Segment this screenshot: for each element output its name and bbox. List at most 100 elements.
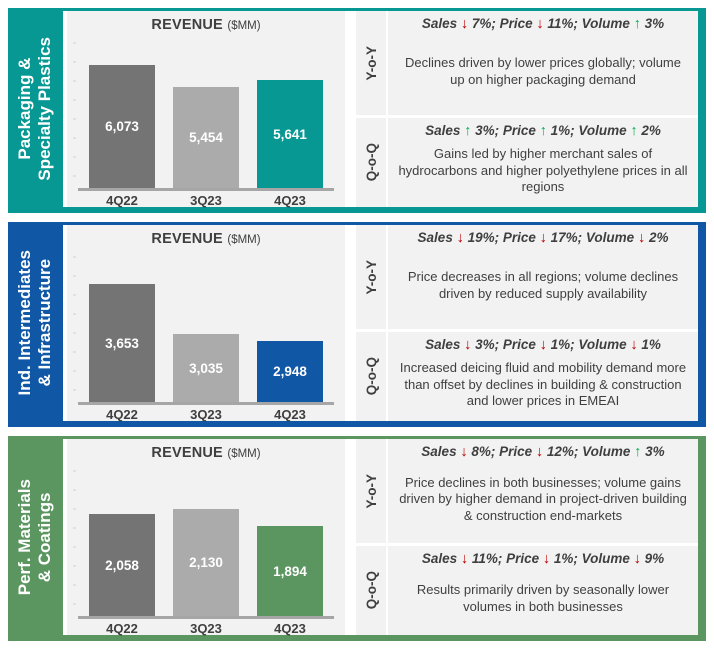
- commentary-cell: Sales ↓ 11%; Price ↓ 1%; Volume ↓ 9% Res…: [388, 546, 698, 635]
- segment-sidebar: Ind. Intermediates & Infrastructure: [8, 225, 63, 421]
- yoy-headline: Sales ↓ 7%; Price ↓ 11%; Volume ↑ 3%: [393, 16, 693, 32]
- commentary-cell: Sales ↓ 7%; Price ↓ 11%; Volume ↑ 3% Dec…: [388, 11, 698, 116]
- metric-value: 3%: [640, 16, 665, 31]
- chart-title: REVENUE ($MM): [67, 16, 345, 38]
- chart-title-text: REVENUE: [151, 231, 223, 247]
- commentary-text: Declines driven by lower prices globally…: [404, 54, 681, 87]
- yoy-row: Y-o-Y Sales ↓ 19%; Price ↓ 17%; Volume ↓…: [356, 225, 698, 330]
- panel-performance-materials-coatings: Perf. Materials & Coatings REVENUE ($MM)…: [8, 436, 706, 641]
- metric-name: Volume: [578, 337, 631, 353]
- arrow-down-icon: ↓: [630, 337, 638, 354]
- chart-title-unit: ($MM): [227, 234, 261, 246]
- x-tick-label: 4Q23: [274, 193, 306, 208]
- arrow-up-icon: ↑: [464, 123, 472, 140]
- metric-name: Volume: [581, 551, 634, 567]
- arrow-up-icon: ↑: [539, 123, 547, 140]
- commentary-text: Increased deicing fluid and mobility dem…: [399, 360, 687, 409]
- arrow-down-icon: ↓: [637, 230, 646, 246]
- bar-4Q22: 3,653: [89, 284, 155, 402]
- period-label: Y-o-Y: [363, 45, 379, 81]
- qoq-headline: Sales ↓ 3%; Price ↓ 1%; Volume ↓ 1%: [393, 337, 693, 353]
- metric-name: Sales: [417, 230, 457, 245]
- metric-name: Sales: [421, 551, 461, 567]
- bar-4Q23: 1,894: [257, 526, 323, 616]
- metric-value: 1%;: [546, 337, 579, 353]
- metric-value: 8%;: [467, 444, 500, 459]
- segment-title-line1: Packaging &: [15, 57, 35, 161]
- bar-value-label: 5,641: [273, 126, 307, 142]
- arrow-down-icon: ↓: [542, 551, 551, 568]
- arrow-down-icon: ↓: [535, 444, 544, 460]
- bar-3Q23: 2,130: [173, 509, 239, 616]
- x-tick-label: 4Q22: [106, 407, 138, 422]
- panel-packaging-specialty-plastics: Packaging & Specialty Plastics REVENUE (…: [8, 8, 706, 213]
- qoq-headline: Sales ↑ 3%; Price ↑ 1%; Volume ↑ 2%: [393, 123, 693, 139]
- metric-value: 7%;: [468, 16, 500, 31]
- arrow-up-icon: ↑: [633, 16, 641, 32]
- x-tick-label: 3Q23: [190, 407, 222, 422]
- bar-4Q22: 2,058: [89, 514, 155, 616]
- commentary-block: Y-o-Y Sales ↓ 8%; Price ↓ 12%; Volume ↑ …: [356, 439, 698, 635]
- axis-ticks: [73, 470, 76, 616]
- metric-value: 1%;: [550, 551, 582, 567]
- metric-name: Volume: [582, 444, 635, 459]
- arrow-down-icon: ↓: [539, 230, 547, 246]
- metric-name: Sales: [421, 444, 461, 459]
- period-label: Q-o-Q: [363, 143, 379, 182]
- arrow-down-icon: ↓: [633, 551, 641, 568]
- yoy-row: Y-o-Y Sales ↓ 7%; Price ↓ 11%; Volume ↑ …: [356, 11, 698, 116]
- commentary-block: Y-o-Y Sales ↓ 19%; Price ↓ 17%; Volume ↓…: [356, 225, 698, 421]
- metric-name: Sales: [425, 337, 465, 353]
- metric-value: 1%: [637, 337, 661, 353]
- revenue-chart: REVENUE ($MM) 2,058 2,130 1,894 4Q22 3Q23 4Q…: [67, 439, 345, 636]
- period-label: Q-o-Q: [363, 571, 379, 610]
- bar-value-label: 5,454: [189, 130, 223, 145]
- period-label: Y-o-Y: [363, 473, 379, 509]
- arrow-down-icon: ↓: [464, 337, 472, 354]
- qoq-row: Q-o-Q Sales ↓ 11%; Price ↓ 1%; Volume ↓ …: [356, 546, 698, 635]
- axis-ticks: [73, 256, 76, 402]
- bar-4Q22: 6,073: [89, 65, 155, 188]
- yoy-row: Y-o-Y Sales ↓ 8%; Price ↓ 12%; Volume ↑ …: [356, 439, 698, 544]
- chart-title-text: REVENUE: [151, 17, 223, 33]
- bar-value-label: 2,948: [273, 364, 307, 379]
- bar-value-label: 2,058: [105, 557, 139, 573]
- qoq-row: Q-o-Q Sales ↓ 3%; Price ↓ 1%; Volume ↓ 1…: [356, 332, 698, 421]
- segment-title: Perf. Materials & Coatings: [15, 479, 55, 595]
- bar-4Q23: 2,948: [257, 341, 323, 402]
- bar-value-label: 1,894: [273, 563, 307, 579]
- arrow-up-icon: ↑: [634, 444, 642, 460]
- chart-title-unit: ($MM): [227, 448, 261, 460]
- x-tick-label: 3Q23: [190, 193, 222, 208]
- qoq-row: Q-o-Q Sales ↑ 3%; Price ↑ 1%; Volume ↑ 2…: [356, 118, 698, 207]
- metric-name: Price: [502, 123, 540, 139]
- commentary-cell: Sales ↓ 19%; Price ↓ 17%; Volume ↓ 2% Pr…: [388, 225, 698, 330]
- panel-industrial-intermediates-infrastructure: Ind. Intermediates & Infrastructure REVE…: [8, 222, 706, 427]
- period-label-cell: Q-o-Q: [356, 118, 386, 207]
- metric-value: 11%;: [468, 551, 507, 567]
- arrow-down-icon: ↓: [539, 337, 547, 354]
- segment-title-line1: Ind. Intermediates: [15, 250, 35, 396]
- segment-title: Packaging & Specialty Plastics: [15, 37, 55, 181]
- x-tick-label: 4Q22: [106, 193, 138, 208]
- x-tick-label: 3Q23: [190, 621, 222, 636]
- commentary-block: Y-o-Y Sales ↓ 7%; Price ↓ 11%; Volume ↑ …: [356, 11, 698, 207]
- arrow-down-icon: ↓: [456, 230, 464, 246]
- plot-area: 2,058 2,130 1,894 4Q22 3Q23 4Q23: [67, 466, 345, 636]
- plot-area: 3,653 3,035 2,948 4Q22 3Q23 4Q23: [67, 252, 345, 422]
- metric-name: Volume: [585, 230, 638, 245]
- metric-value: 2%: [645, 230, 669, 245]
- x-tick-label: 4Q22: [106, 621, 138, 636]
- bar-3Q23: 5,454: [173, 87, 239, 188]
- period-label-cell: Q-o-Q: [356, 332, 386, 421]
- period-label-cell: Y-o-Y: [356, 11, 386, 116]
- metric-name: Sales: [425, 123, 465, 139]
- chart-title: REVENUE ($MM): [67, 444, 345, 466]
- arrow-down-icon: ↓: [460, 444, 468, 460]
- bar-value-label: 6,073: [105, 119, 139, 134]
- arrow-down-icon: ↓: [460, 551, 469, 568]
- revenue-chart: REVENUE ($MM) 3,653 3,035 2,948 4Q22 3Q23 4Q…: [67, 225, 345, 422]
- segment-title-line2: & Infrastructure: [35, 259, 55, 387]
- plot-area: 6,073 5,454 5,641 4Q22 3Q23 4Q23: [67, 38, 345, 208]
